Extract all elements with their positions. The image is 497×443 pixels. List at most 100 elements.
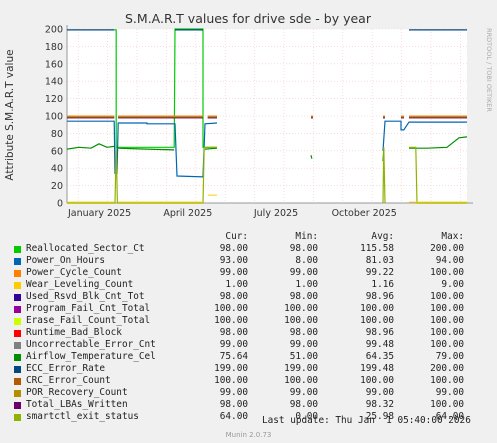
legend-name: Power_Cycle_Count	[26, 267, 122, 278]
legend-cur: 98.00	[219, 399, 248, 410]
legend-max: 99.00	[435, 387, 464, 398]
legend-cur: 1.00	[225, 279, 248, 290]
rrdtool-credit: RRDTOOL / TOBI OETIKER	[485, 28, 493, 112]
legend-swatch	[14, 294, 21, 301]
series-line-Airflow_Temperature_Cel	[66, 143, 115, 150]
legend-avg: 81.03	[365, 255, 394, 266]
legend-row: Wear_Leveling_Count 1.00 1.00 1.16 9.00	[0, 279, 497, 291]
series-line-Power_On_Hours	[382, 120, 467, 151]
legend-avg: 98.32	[365, 399, 394, 410]
legend-row: Airflow_Temperature_Cel 75.64 51.00 64.35 79…	[0, 351, 497, 363]
legend-avg: 115.58	[360, 243, 394, 254]
series-line-Airflow_Temperature_Cel	[409, 136, 468, 149]
x-tick-label: April 2025	[163, 208, 212, 219]
series-line-Airflow_Temperature_Cel	[310, 155, 313, 159]
legend-swatch	[14, 282, 21, 289]
legend-avg: 98.96	[365, 291, 394, 302]
legend-max: 64.00	[435, 411, 464, 422]
legend-name: Total_LBAs_Written	[26, 399, 128, 410]
legend-swatch	[14, 330, 21, 337]
smart-values-chart: S.M.A.R.T values for drive sde - by year…	[4, 11, 493, 219]
legend-name: Wear_Leveling_Count	[26, 279, 134, 290]
y-axis-label: Attribute S.M.A.R.T value	[4, 49, 16, 180]
y-tick-label: 140	[45, 77, 63, 88]
chart-title: S.M.A.R.T values for drive sde - by year	[125, 11, 372, 26]
legend-cur: 98.00	[219, 327, 248, 338]
legend-avg: 100.00	[360, 315, 394, 326]
legend-avg: 100.00	[360, 375, 394, 386]
legend-max: 100.00	[430, 339, 464, 350]
legend-swatch	[14, 366, 21, 373]
y-tick-label: 180	[45, 42, 63, 53]
legend-row: smartctl_exit_status 64.00 0.00 25.98 64.00	[0, 411, 497, 423]
legend-max: 100.00	[430, 303, 464, 314]
series-line-smartctl_exit_status	[409, 146, 467, 204]
legend-swatch	[14, 390, 21, 397]
series-line-smartctl_exit_status	[67, 146, 217, 204]
legend-avg: 99.48	[365, 339, 394, 350]
y-tick-label: 120	[45, 94, 63, 105]
legend-row: Runtime_Bad_Block 98.00 98.00 98.96 100.00	[0, 327, 497, 339]
y-tick-label: 20	[51, 181, 63, 192]
legend-min: 100.00	[284, 375, 318, 386]
legend-max: 100.00	[430, 327, 464, 338]
legend-swatch	[14, 402, 21, 409]
last-update: Last update: Thu Jan 1 05:40:00 2026	[262, 415, 471, 426]
legend-avg: 99.00	[365, 387, 394, 398]
col-max-header: Max:	[441, 231, 464, 242]
legend-max: 100.00	[430, 399, 464, 410]
series-line-Airflow_Temperature_Cel	[204, 147, 218, 150]
legend-swatch	[14, 378, 21, 385]
legend-min: 98.00	[289, 327, 318, 338]
legend-name: ECC_Error_Rate	[26, 363, 106, 374]
legend-cur: 99.00	[219, 267, 248, 278]
legend-name: Power_On_Hours	[26, 255, 106, 266]
y-tick-label: 40	[51, 164, 63, 175]
legend-max: 79.00	[435, 351, 464, 362]
legend-cur: 100.00	[214, 375, 248, 386]
y-tick-label: 200	[45, 25, 63, 36]
legend-row: Reallocated_Sector_Ct 98.00 98.00 115.58 200…	[0, 243, 497, 255]
col-avg-header: Avg:	[371, 231, 394, 242]
legend-min: 99.00	[289, 267, 318, 278]
legend-name: Reallocated_Sector_Ct	[26, 243, 145, 254]
legend-min: 99.00	[289, 387, 318, 398]
legend-name: Erase_Fail_Count_Total	[26, 315, 151, 326]
last-update-row: Last update: Thu Jan 1 05:40:00 2026	[0, 415, 497, 427]
legend-min: 100.00	[284, 303, 318, 314]
legend-row: Total_LBAs_Written 98.00 98.00 98.32 100.00	[0, 399, 497, 411]
legend-cur: 93.00	[219, 255, 248, 266]
col-min-header: Min:	[295, 231, 318, 242]
legend-cur: 100.00	[214, 315, 248, 326]
legend-header: Cur: Min: Avg: Max:	[0, 231, 497, 243]
legend-max: 100.00	[430, 375, 464, 386]
legend-row: ECC_Error_Rate 199.00 199.00 199.48 200.00	[0, 363, 497, 375]
legend-cur: 98.00	[219, 291, 248, 302]
legend-avg: 99.22	[365, 267, 394, 278]
series-line-Airflow_Temperature_Cel	[118, 147, 175, 151]
legend-avg: 98.96	[365, 327, 394, 338]
legend-avg: 1.16	[371, 279, 394, 290]
legend-swatch	[14, 354, 21, 361]
munin-footer: Munin 2.0.73	[225, 431, 272, 439]
legend-max: 200.00	[430, 243, 464, 254]
y-tick-label: 160	[45, 59, 63, 70]
legend-max: 100.00	[430, 291, 464, 302]
legend-min: 199.00	[284, 363, 318, 374]
legend-avg: 25.98	[365, 411, 394, 422]
legend-min: 99.00	[289, 339, 318, 350]
legend-swatch	[14, 246, 21, 253]
legend-max: 200.00	[430, 363, 464, 374]
col-cur-header: Cur:	[225, 231, 248, 242]
legend-swatch	[14, 414, 21, 421]
legend-name: POR_Recovery_Count	[26, 387, 128, 398]
legend-min: 100.00	[284, 315, 318, 326]
legend-row: Used_Rsvd_Blk_Cnt_Tot 98.00 98.00 98.96 100.…	[0, 291, 497, 303]
legend-max: 94.00	[435, 255, 464, 266]
legend-cur: 75.64	[219, 351, 248, 362]
legend-avg: 199.48	[360, 363, 394, 374]
legend-name: smartctl_exit_status	[26, 411, 139, 422]
legend-name: Program_Fail_Cnt_Total	[26, 303, 151, 314]
legend-swatch	[14, 318, 21, 325]
